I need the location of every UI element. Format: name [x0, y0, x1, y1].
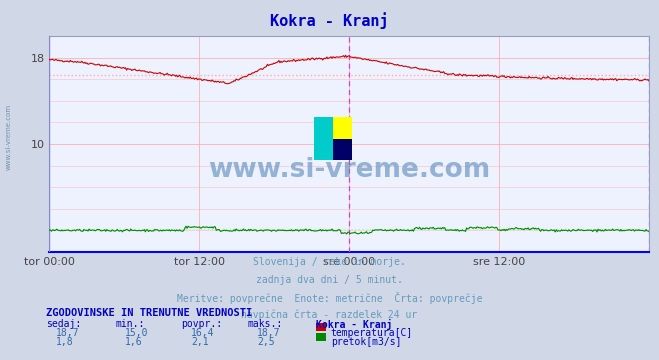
Text: 18,7: 18,7: [56, 328, 80, 338]
Text: www.si-vreme.com: www.si-vreme.com: [208, 157, 490, 183]
Text: povpr.:: povpr.:: [181, 319, 222, 329]
Text: 18,7: 18,7: [257, 328, 281, 338]
Text: 16,4: 16,4: [191, 328, 215, 338]
Text: maks.:: maks.:: [247, 319, 282, 329]
Text: min.:: min.:: [115, 319, 145, 329]
Text: navpična črta - razdelek 24 ur: navpična črta - razdelek 24 ur: [241, 309, 418, 320]
Text: www.si-vreme.com: www.si-vreme.com: [5, 104, 11, 170]
Text: Slovenija / reke in morje.: Slovenija / reke in morje.: [253, 257, 406, 267]
Text: 2,1: 2,1: [191, 337, 209, 347]
Text: Kokra - Kranj: Kokra - Kranj: [316, 319, 393, 330]
Text: Meritve: povprečne  Enote: metrične  Črta: povprečje: Meritve: povprečne Enote: metrične Črta:…: [177, 292, 482, 304]
Text: pretok[m3/s]: pretok[m3/s]: [331, 337, 401, 347]
Text: Kokra - Kranj: Kokra - Kranj: [270, 13, 389, 30]
Text: zadnja dva dni / 5 minut.: zadnja dva dni / 5 minut.: [256, 275, 403, 285]
Text: temperatura[C]: temperatura[C]: [331, 328, 413, 338]
Text: 15,0: 15,0: [125, 328, 149, 338]
Text: 2,5: 2,5: [257, 337, 275, 347]
Text: 1,6: 1,6: [125, 337, 143, 347]
Bar: [314, 117, 333, 160]
Text: ZGODOVINSKE IN TRENUTNE VREDNOSTI: ZGODOVINSKE IN TRENUTNE VREDNOSTI: [46, 308, 252, 318]
Text: 1,8: 1,8: [56, 337, 74, 347]
Bar: [333, 139, 352, 160]
Bar: [333, 117, 352, 139]
Text: sedaj:: sedaj:: [46, 319, 81, 329]
